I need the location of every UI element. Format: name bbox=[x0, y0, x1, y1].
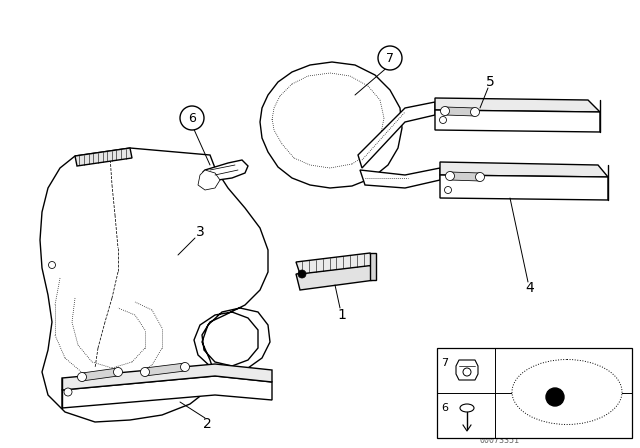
Circle shape bbox=[298, 270, 306, 278]
Polygon shape bbox=[296, 253, 375, 274]
Polygon shape bbox=[440, 175, 608, 200]
Polygon shape bbox=[145, 363, 185, 376]
Polygon shape bbox=[296, 265, 375, 290]
Polygon shape bbox=[440, 162, 608, 177]
Text: 4: 4 bbox=[525, 281, 534, 295]
Polygon shape bbox=[360, 168, 440, 188]
Circle shape bbox=[64, 388, 72, 396]
Circle shape bbox=[546, 388, 564, 406]
Text: 00073351: 00073351 bbox=[480, 435, 520, 444]
Circle shape bbox=[49, 262, 56, 268]
Text: 2: 2 bbox=[203, 417, 211, 431]
Text: 1: 1 bbox=[337, 308, 346, 322]
Text: 7: 7 bbox=[442, 358, 449, 368]
Text: 6: 6 bbox=[442, 403, 449, 413]
Text: 3: 3 bbox=[196, 225, 204, 239]
Circle shape bbox=[141, 367, 150, 376]
Circle shape bbox=[440, 116, 447, 124]
Polygon shape bbox=[40, 148, 270, 422]
Circle shape bbox=[463, 368, 471, 376]
Polygon shape bbox=[203, 160, 248, 180]
Circle shape bbox=[476, 172, 484, 181]
Ellipse shape bbox=[512, 359, 622, 425]
Polygon shape bbox=[456, 360, 478, 380]
Polygon shape bbox=[358, 102, 435, 168]
Circle shape bbox=[445, 172, 454, 181]
Polygon shape bbox=[370, 253, 376, 280]
Circle shape bbox=[440, 107, 449, 116]
Polygon shape bbox=[450, 172, 480, 181]
Polygon shape bbox=[198, 170, 220, 190]
Circle shape bbox=[113, 367, 122, 376]
Polygon shape bbox=[75, 148, 132, 166]
Circle shape bbox=[180, 362, 189, 371]
Polygon shape bbox=[435, 98, 600, 112]
Text: 6: 6 bbox=[188, 112, 196, 125]
Polygon shape bbox=[260, 62, 402, 188]
Text: 7: 7 bbox=[386, 52, 394, 65]
Circle shape bbox=[445, 186, 451, 194]
Polygon shape bbox=[82, 368, 118, 381]
Text: 5: 5 bbox=[486, 75, 494, 89]
Polygon shape bbox=[62, 364, 272, 390]
Circle shape bbox=[77, 372, 86, 382]
Ellipse shape bbox=[460, 404, 474, 412]
Polygon shape bbox=[435, 110, 600, 132]
Polygon shape bbox=[445, 107, 475, 116]
Polygon shape bbox=[62, 376, 272, 408]
Circle shape bbox=[180, 106, 204, 130]
Circle shape bbox=[470, 108, 479, 116]
Circle shape bbox=[378, 46, 402, 70]
Bar bbox=[437, 348, 632, 438]
